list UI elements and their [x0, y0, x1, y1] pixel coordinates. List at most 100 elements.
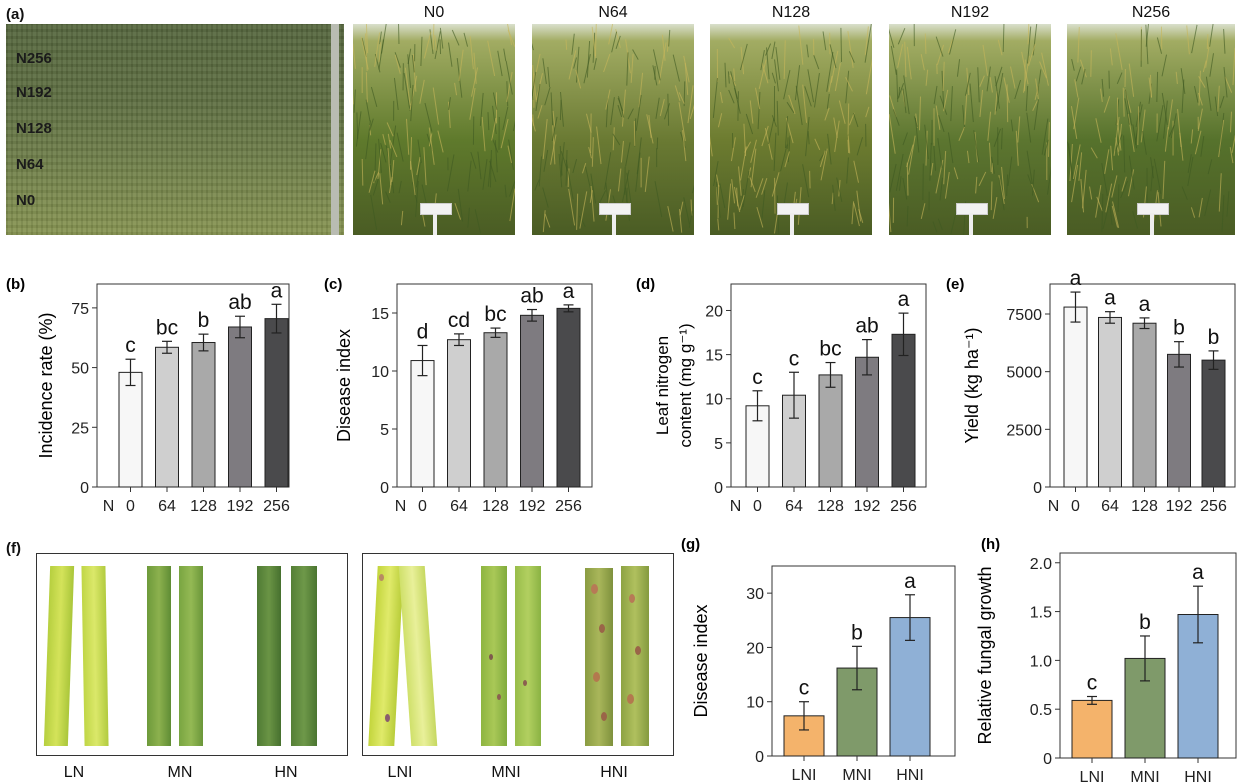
chart-c: (c) 0 5 10 15 Disease index d 0 cd 64 bc 128 ab 192 a 2… [324, 276, 593, 515]
y-tick-label: 20 [746, 640, 764, 657]
y-tick-label: 0 [714, 480, 723, 497]
bar [1071, 699, 1113, 759]
leaf [291, 566, 317, 746]
photo-title-n256: N256 [1131, 4, 1171, 21]
aerial-row-label: N64 [16, 156, 44, 173]
photo-title-n128: N128 [771, 4, 811, 21]
leaf [481, 566, 507, 746]
plot-tag-pole [1150, 213, 1154, 235]
significance-letter: ab [520, 285, 543, 308]
x-tick-label: 64 [1101, 498, 1119, 515]
plot-tag-pole [433, 213, 437, 235]
significance-letter: b [198, 309, 210, 332]
chart-h: (h) 0 0.5 1.0 1.5 2.0 Relative fungal growth c L… [975, 536, 1237, 784]
y-tick-label: 20 [705, 303, 723, 320]
y-tick-label: 10 [371, 364, 389, 381]
leaf [515, 566, 541, 746]
y-tick-label: 0 [755, 749, 764, 766]
panel-label: (d) [636, 276, 655, 293]
y-tick-label: 1.5 [1030, 605, 1052, 622]
y-tick-label: 2.0 [1030, 556, 1052, 573]
x-axis-prefix: N [103, 498, 115, 515]
bar [410, 360, 435, 488]
x-tick-label: 0 [126, 498, 135, 515]
leaf-label-lni: LNI [387, 764, 413, 781]
x-tick-label: 256 [1200, 498, 1227, 515]
plot-tag-pole [612, 213, 616, 235]
plot-tag-pole [969, 213, 973, 235]
leaf [43, 566, 75, 746]
bar [1167, 353, 1191, 488]
significance-letter: bc [819, 338, 841, 361]
plot-tag-pole [790, 213, 794, 235]
y-tick-label: 50 [71, 361, 89, 378]
y-tick-label: 25 [71, 420, 89, 437]
y-tick-label: 5 [714, 436, 723, 453]
leaf-label-mn: MN [167, 764, 193, 781]
x-tick-label: 64 [158, 498, 176, 515]
x-tick-label: 256 [890, 498, 917, 515]
significance-letter: a [898, 288, 910, 311]
panel-label: (h) [981, 536, 1000, 553]
y-tick-label: 1.0 [1030, 653, 1052, 670]
aerial-field-photo: N256 N192 N128 N64 N0 [6, 24, 344, 235]
y-tick-label: 0 [1033, 480, 1042, 497]
bar [556, 307, 581, 488]
aerial-row-label: N128 [16, 120, 52, 137]
x-tick-label: 192 [854, 498, 881, 515]
significance-letter: ab [855, 315, 878, 338]
x-tick-label: 192 [519, 498, 546, 515]
y-tick-label: 15 [371, 306, 389, 323]
x-tick-label: 128 [817, 498, 844, 515]
y-tick-label: 75 [71, 301, 89, 318]
significance-letter: cd [448, 309, 470, 332]
significance-letter: a [271, 279, 283, 302]
x-tick-label: MNI [842, 767, 871, 784]
significance-letter: c [1087, 672, 1098, 695]
y-tick-label: 5000 [1006, 365, 1042, 382]
y-axis-label: Leaf nitrogen [653, 336, 672, 435]
y-axis-label: Incidence rate (%) [36, 312, 56, 458]
significance-letter: a [1192, 561, 1204, 584]
field-photo-n64 [532, 24, 694, 235]
x-tick-label: 64 [785, 498, 803, 515]
y-axis-label: Disease index [691, 604, 711, 717]
field-photo-n128 [710, 24, 872, 235]
x-tick-label: 64 [450, 498, 468, 515]
leaf [585, 568, 613, 746]
x-axis-prefix: N [730, 498, 742, 515]
x-axis-prefix: N [395, 498, 407, 515]
y-tick-label: 5 [380, 422, 389, 439]
x-tick-label: LNI [792, 767, 817, 784]
x-tick-label: 192 [227, 498, 254, 515]
field-path [331, 24, 339, 235]
photo-title-n64: N64 [598, 4, 628, 21]
chart-b: (b) 0 25 50 75 Incidence rate (%) c 0 bc 64 b 128 ab… [6, 276, 290, 515]
y-tick-label: 0 [80, 480, 89, 497]
bar [118, 371, 143, 488]
y-axis-label: Relative fungal growth [975, 566, 995, 744]
y-tick-label: 0.5 [1030, 702, 1052, 719]
significance-letter: bc [156, 316, 178, 339]
x-tick-label: 256 [263, 498, 290, 515]
y-tick-label: 15 [705, 348, 723, 365]
panel-label: (g) [681, 536, 700, 553]
x-tick-label: 256 [555, 498, 582, 515]
y-axis-label: Disease index [334, 329, 354, 442]
y-axis-label: content (mg g⁻¹) [676, 323, 695, 447]
leaf-label-ln: LN [63, 764, 85, 781]
y-tick-label: 0 [1043, 751, 1052, 768]
y-tick-label: 10 [705, 392, 723, 409]
leaf [398, 566, 438, 746]
significance-letter: a [904, 570, 916, 593]
significance-letter: b [1173, 317, 1185, 340]
significance-letter: a [1139, 293, 1151, 316]
bar [447, 339, 471, 488]
y-axis-label: Yield (kg ha⁻¹) [962, 328, 982, 444]
chart-g: (g) 0 10 20 30 Disease index c LNI b MNI a HNI [681, 536, 956, 784]
significance-letter: bc [484, 303, 506, 326]
leaf [81, 566, 109, 746]
bar [1063, 306, 1088, 488]
panel-f-label: (f) [6, 540, 21, 557]
significance-letter: b [1139, 611, 1151, 634]
